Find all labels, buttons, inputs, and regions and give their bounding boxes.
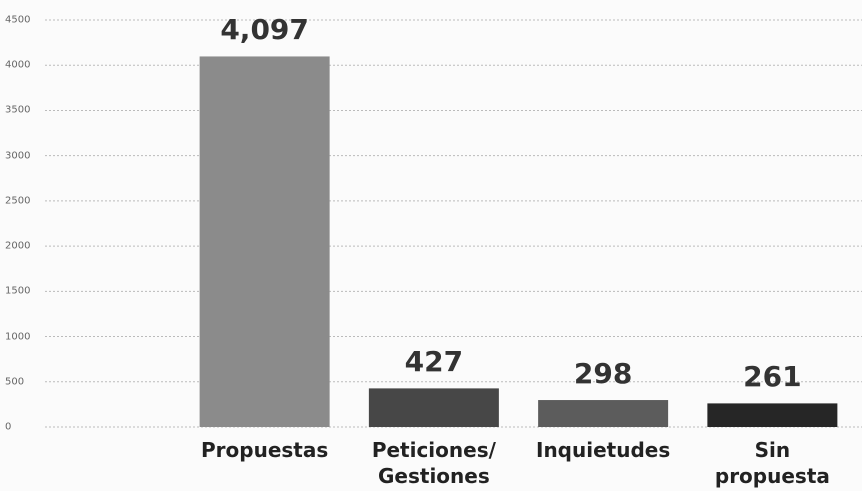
y-tick-label: 3500 xyxy=(5,104,31,116)
x-tick-label: Sin propuesta xyxy=(714,438,830,488)
value-label: 261 xyxy=(743,360,802,394)
y-tick-label: 500 xyxy=(5,376,25,388)
y-tick-label: 4000 xyxy=(5,59,31,71)
y-tick-label: 2000 xyxy=(5,240,31,252)
x-tick-label: Peticiones/ Gestiones xyxy=(371,438,496,488)
value-label: 4,097 xyxy=(220,13,309,47)
value-label: 298 xyxy=(573,357,633,391)
bar xyxy=(368,388,499,427)
y-tick-label: 1500 xyxy=(5,285,31,297)
y-tick-label: 3000 xyxy=(5,150,31,162)
y-tick-label: 2500 xyxy=(5,195,31,207)
y-tick-label: 4500 xyxy=(5,14,31,26)
bar xyxy=(538,400,669,427)
bar xyxy=(707,403,838,427)
y-tick-label: 1000 xyxy=(5,331,31,343)
value-label: 427 xyxy=(404,345,464,379)
x-tick-label: Inquietudes xyxy=(536,438,671,462)
bar xyxy=(199,56,330,428)
x-tick-label: Propuestas xyxy=(201,438,329,462)
y-tick-label: 0 xyxy=(5,421,12,433)
